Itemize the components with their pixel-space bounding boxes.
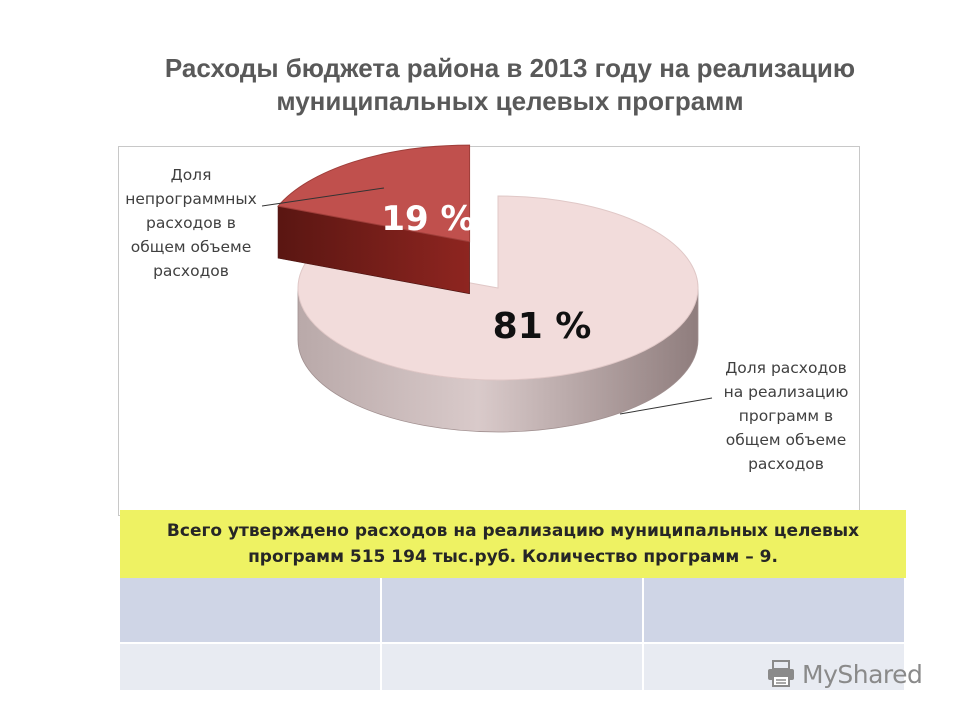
summary-line-1: Всего утверждено расходов на реализацию … [166,521,860,541]
callout-program: Доля расходов на реализацию программ в о… [712,356,860,476]
slide-title: Расходы бюджета района в 2013 году на ре… [110,52,910,118]
table-cell [120,578,382,644]
callout-non-program-line: непрограммных [125,190,257,208]
summary-banner: Всего утверждено расходов на реализацию … [120,510,906,578]
callout-program-line: на реализацию [723,383,849,401]
slide-title-line-2: муниципальных целевых программ [276,86,744,116]
callout-non-program-line: расходов [153,262,229,280]
slide-title-line-1: Расходы бюджета района в 2013 году на ре… [164,53,856,83]
pie-slice-non-program [277,144,471,243]
pie-slice-program [297,195,699,381]
watermark: MyShared [766,656,926,692]
data-label-non-program: 19 % [381,199,474,239]
table-cell [382,644,644,692]
callout-program-line: Доля расходов [725,359,847,377]
watermark-text: MyShared [802,659,923,689]
empty-table [120,578,906,692]
callout-non-program-line: расходов в [146,214,236,232]
callout-non-program: Доля непрограммных расходов в общем объе… [120,163,262,283]
callout-non-program-line: Доля [170,166,212,184]
callout-program-line: расходов [748,455,824,473]
callout-non-program-line: общем объеме [130,238,252,256]
callout-program-line: программ в [738,407,834,425]
table-cell [382,578,644,644]
callout-program-line: общем объеме [725,431,847,449]
table-cell [120,644,382,692]
leader-line-non-program [261,187,385,207]
leader-line-program [619,397,713,415]
summary-line-2: программ 515 194 тыс.руб. Количество про… [248,547,778,567]
table-cell [644,578,906,644]
data-label-program: 81 % [493,306,592,347]
printer-icon [768,660,794,687]
